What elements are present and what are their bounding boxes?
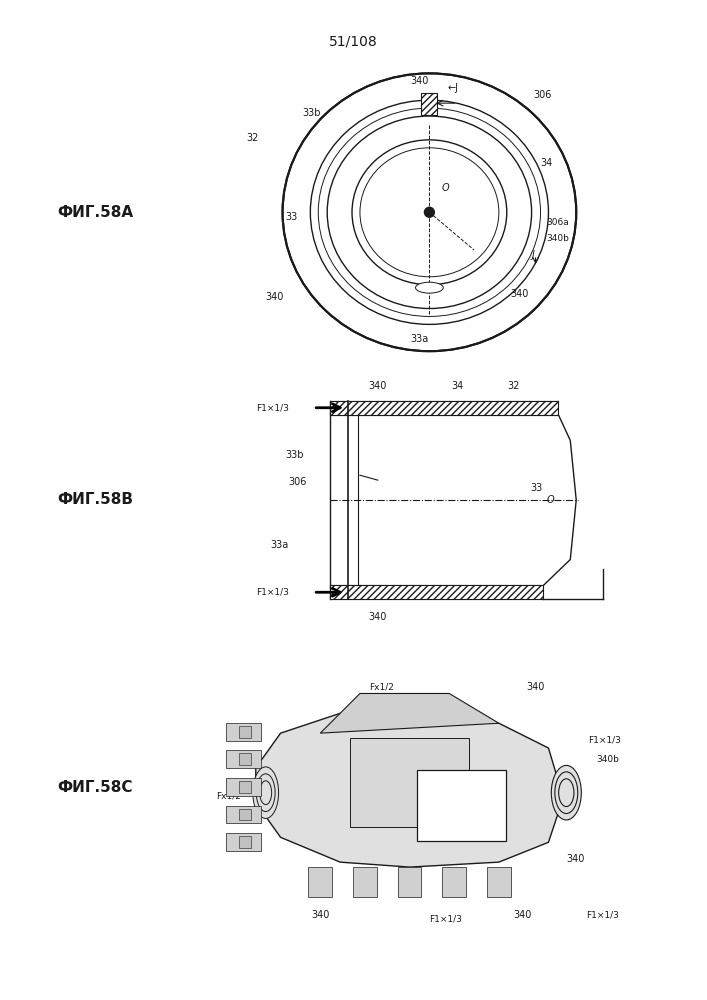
Text: 340: 340 (510, 289, 529, 299)
Bar (239, 753, 251, 765)
Text: 340b: 340b (596, 755, 619, 764)
Circle shape (424, 207, 434, 217)
Text: НИЕ ЦЕН-: НИЕ ЦЕН- (444, 817, 479, 824)
Text: F1×1/3: F1×1/3 (588, 736, 621, 745)
Ellipse shape (416, 282, 443, 293)
Bar (421, 93, 438, 115)
Text: 34: 34 (451, 381, 463, 391)
Ellipse shape (551, 765, 581, 820)
Text: O: O (441, 183, 449, 193)
Text: 340: 340 (410, 76, 428, 86)
Text: 340: 340 (311, 910, 329, 920)
Text: 33: 33 (530, 483, 543, 493)
Text: ОНИРО-: ОНИРО- (448, 792, 475, 798)
Bar (226, 806, 261, 823)
Bar (330, 585, 544, 599)
Bar (416, 770, 506, 841)
Text: 33b: 33b (286, 450, 304, 460)
Text: O: O (547, 495, 554, 505)
Bar (330, 401, 559, 415)
Text: F1×1/3: F1×1/3 (256, 588, 288, 597)
Bar (350, 738, 469, 827)
Text: 340: 340 (266, 292, 284, 302)
Bar (353, 867, 377, 897)
Text: Fx1/2: Fx1/2 (369, 682, 395, 691)
Text: 306: 306 (534, 90, 552, 100)
Ellipse shape (283, 73, 576, 351)
Bar (421, 93, 438, 115)
Bar (226, 750, 261, 768)
Ellipse shape (253, 767, 279, 818)
Text: ФИГ.58А: ФИГ.58А (57, 205, 134, 220)
Bar (239, 781, 251, 793)
Text: 340b: 340b (547, 234, 569, 243)
Bar (443, 867, 466, 897)
Bar (226, 723, 261, 741)
Bar (239, 726, 251, 738)
Text: ФИГ.58В: ФИГ.58В (57, 492, 134, 508)
Text: 51/108: 51/108 (329, 35, 378, 49)
Ellipse shape (555, 772, 578, 814)
Text: ФИГ.58С: ФИГ.58С (57, 780, 133, 795)
Text: ←J: ←J (448, 83, 458, 93)
Text: F1×1/3: F1×1/3 (429, 914, 462, 923)
Text: ВА-: ВА- (455, 805, 467, 811)
Text: 33b: 33b (303, 108, 321, 118)
Bar (397, 867, 421, 897)
Bar (239, 809, 251, 820)
Ellipse shape (256, 774, 275, 812)
Bar (308, 867, 332, 897)
Text: 340: 340 (368, 381, 387, 391)
Text: 340: 340 (368, 612, 387, 622)
Bar (226, 833, 261, 851)
Text: 340: 340 (527, 682, 545, 692)
Text: 32: 32 (508, 381, 520, 391)
Text: ТРА ВАЛА: ТРА ВАЛА (444, 830, 479, 836)
Bar (226, 778, 261, 796)
Ellipse shape (259, 781, 271, 805)
Text: 306a: 306a (547, 218, 569, 227)
Text: 33a: 33a (271, 540, 289, 550)
Text: J: J (532, 250, 534, 260)
Text: 32: 32 (246, 133, 258, 143)
Bar (239, 836, 251, 848)
Text: 34: 34 (541, 158, 553, 168)
Text: F1×1/3: F1×1/3 (586, 910, 619, 919)
Text: 340: 340 (566, 854, 585, 864)
Bar (487, 867, 510, 897)
Text: 33a: 33a (410, 334, 428, 344)
Polygon shape (256, 713, 563, 867)
Text: Fx1/2: Fx1/2 (216, 791, 241, 800)
Ellipse shape (559, 779, 574, 807)
Text: 340: 340 (514, 910, 532, 920)
Text: 33: 33 (286, 212, 298, 222)
Text: ПОЗИЦИ-: ПОЗИЦИ- (445, 779, 478, 785)
Text: 306: 306 (288, 477, 307, 487)
Polygon shape (320, 693, 499, 733)
Text: F1×1/3: F1×1/3 (256, 403, 288, 412)
